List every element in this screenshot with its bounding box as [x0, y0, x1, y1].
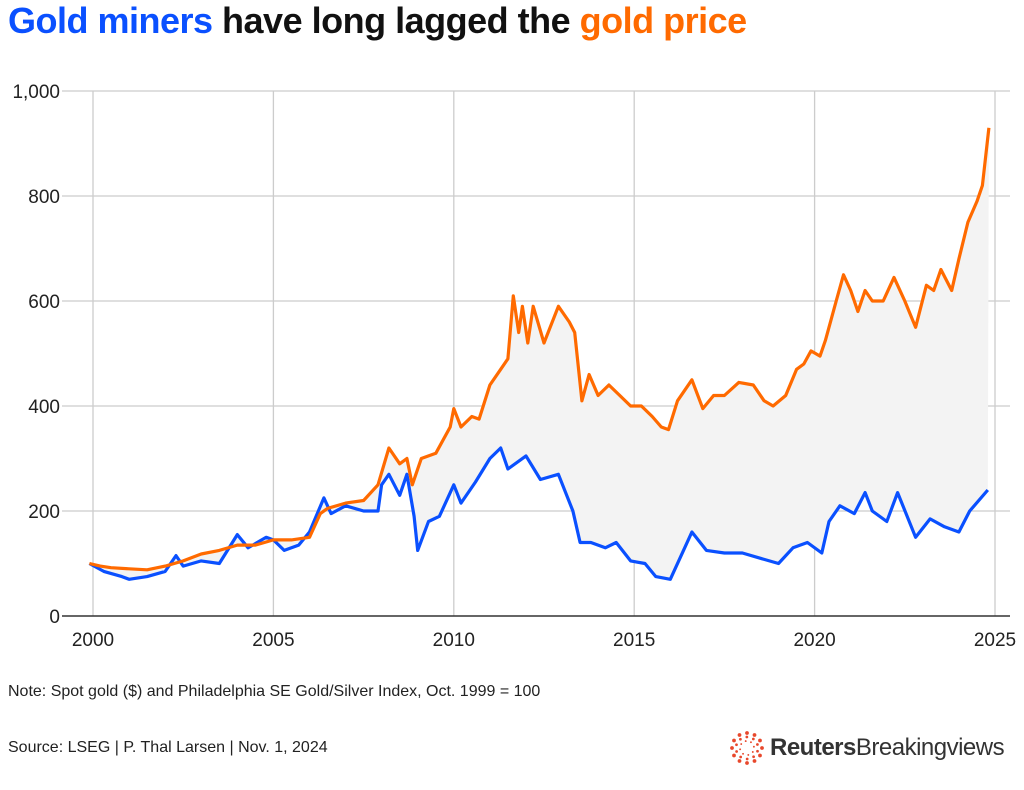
logo-dot	[735, 743, 738, 747]
logo-dot	[756, 749, 759, 753]
chart-title: Gold miners have long lagged the gold pr…	[8, 0, 747, 42]
title-gold: gold price	[579, 0, 748, 41]
logo-dot	[750, 741, 752, 744]
logo-dot	[758, 738, 762, 743]
logo-dot	[737, 759, 742, 763]
logo-dot	[732, 738, 736, 743]
x-tick-label: 2015	[613, 630, 655, 651]
logo-dot	[740, 743, 743, 745]
series-line-miners	[88, 446, 990, 581]
series-line-gold	[89, 127, 991, 572]
gap-fill-area	[89, 127, 989, 580]
x-tick-label: 2010	[433, 630, 475, 651]
line-chart: 0 200 400 600 800 1,000 2000 2005 2010 2015 2020 20…	[12, 82, 1016, 651]
reuters-dots-icon	[730, 731, 764, 765]
x-tick-label: 2025	[974, 630, 1016, 651]
logo-dot	[744, 740, 747, 743]
y-tick-label: 0	[49, 607, 60, 628]
logo-dot	[739, 748, 742, 751]
note: Note: Spot gold ($) and Philadelphia SE …	[8, 683, 541, 700]
logo-dot	[739, 755, 743, 759]
logo-dot	[756, 743, 759, 746]
logo-dot	[752, 755, 755, 759]
title-miners: Gold miners	[8, 0, 213, 41]
logo-dot	[751, 751, 754, 753]
x-tick-label: 2000	[72, 630, 114, 651]
logo-dot	[752, 759, 757, 763]
logo-dot	[745, 757, 749, 761]
y-tick-label: 1,000	[12, 82, 60, 103]
logo-dot	[752, 733, 757, 737]
logo-brand: Reuters	[770, 734, 856, 761]
logo-dot	[747, 753, 750, 756]
x-tick-label: 2020	[793, 630, 835, 651]
logo-dot	[732, 753, 736, 758]
logo-dot	[745, 761, 749, 765]
y-tick-label: 200	[28, 502, 60, 523]
logo-dot	[737, 733, 742, 737]
logo-dot	[735, 750, 738, 753]
x-tick-label: 2005	[252, 630, 294, 651]
y-tick-label: 400	[28, 397, 60, 418]
logo-product: Breakingviews	[855, 734, 1005, 761]
title-middle: have long lagged the	[212, 0, 580, 41]
logo-dot	[745, 735, 749, 739]
y-tick-label: 800	[28, 187, 60, 208]
logo-dot	[745, 731, 749, 735]
y-tick-label: 600	[28, 292, 60, 313]
logo-dot	[760, 746, 764, 750]
logo-dot	[758, 753, 762, 758]
reuters-breakingviews-logo: Reuters Breakingviews	[730, 731, 1005, 765]
logo-dot	[742, 752, 744, 755]
logo-dot	[730, 746, 734, 750]
source: Source: LSEG | P. Thal Larsen | Nov. 1, …	[8, 739, 328, 756]
logo-dot	[752, 745, 755, 748]
logo-dot	[739, 737, 742, 741]
logo-dot	[751, 737, 755, 741]
